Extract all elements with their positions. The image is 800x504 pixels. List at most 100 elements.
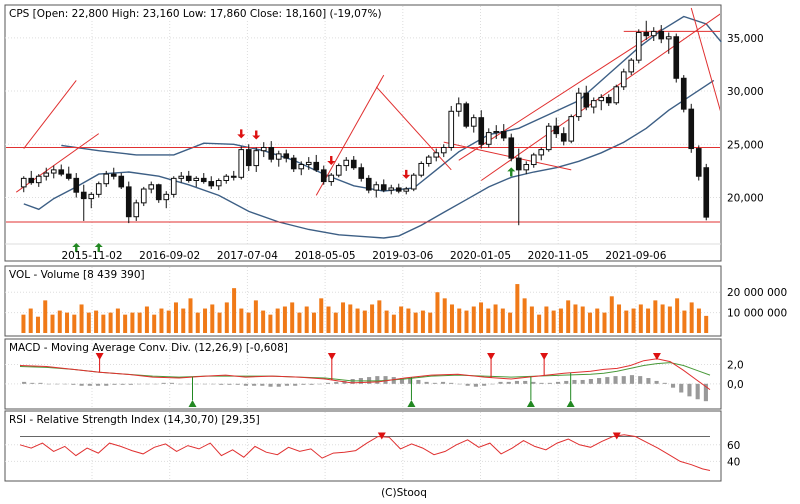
candle-body: [703, 167, 710, 218]
candle-body: [328, 174, 335, 183]
trend-line: [480, 13, 720, 181]
volume-bar: [500, 308, 505, 333]
macd-histogram-bar: [391, 377, 396, 384]
candle-body: [88, 193, 95, 200]
volume-bar: [217, 312, 222, 333]
volume-bar: [166, 310, 171, 333]
volume-bar: [115, 308, 120, 333]
macd-histogram-bar: [210, 383, 216, 385]
candle-body: [650, 30, 657, 37]
macd-panel[interactable]: 0,0 2,0 MACD - Moving Average Conv. Div. …: [4, 338, 744, 410]
candle-body: [508, 137, 515, 159]
volume-bar: [210, 304, 215, 333]
macd-histogram-bar: [580, 379, 585, 384]
volume-panel[interactable]: 10 000 000 20 000 000 VOL - Volume [8 439…: [4, 265, 787, 337]
volume-bar: [290, 302, 295, 333]
price-y-tick-labels: 20,000 25,000 30,000 35,000: [727, 33, 764, 205]
price-y-tick-label: 35,000: [727, 33, 764, 45]
volume-bar: [261, 310, 266, 333]
volume-bar: [377, 300, 382, 333]
candle-body: [35, 175, 42, 184]
candle-body: [268, 146, 275, 160]
macd-histogram-bar: [284, 383, 290, 386]
macd-sell-marker: [327, 353, 336, 360]
macd-histogram-bar: [523, 380, 528, 384]
copyright-footer: (C)Stooq: [381, 487, 427, 499]
macd-histogram-bar: [219, 383, 224, 385]
volume-bar: [370, 304, 375, 333]
macd-histogram-bar: [482, 383, 487, 386]
candle-body: [493, 131, 500, 134]
macd-histogram-bar: [662, 382, 667, 384]
volume-bar: [137, 312, 142, 333]
macd-histogram-bar: [87, 383, 92, 386]
volume-bar: [72, 314, 77, 333]
candle-body: [658, 30, 665, 40]
macd-histogram-bar: [325, 382, 331, 384]
candle-body: [395, 187, 402, 192]
macd-signal-markers: [95, 353, 661, 407]
macd-histogram-bar: [260, 383, 265, 386]
candle-body: [305, 161, 312, 166]
candle-body: [568, 116, 575, 142]
volume-bar: [28, 308, 33, 333]
price-y-tick-label: 30,000: [727, 86, 764, 98]
candle-body: [553, 125, 560, 135]
macd-buy-marker: [188, 400, 197, 407]
macd-signal-line: [19, 362, 711, 382]
volume-bar: [471, 306, 476, 333]
price-signal-markers: [72, 129, 516, 252]
candle-body: [665, 36, 672, 40]
volume-bar: [493, 304, 498, 333]
candle-body: [275, 153, 282, 160]
volume-bar: [304, 306, 309, 333]
macd-histogram-bar: [227, 383, 232, 385]
macd-histogram-bar: [564, 380, 569, 384]
candle-body: [125, 186, 132, 218]
candle-body: [538, 149, 545, 156]
candle-body: [455, 103, 462, 112]
price-panel[interactable]: 20,000 25,000 30,000 35,000 2015-11-02 2016-…: [1, 4, 764, 262]
candle-body: [628, 59, 635, 73]
volume-bar: [479, 302, 484, 333]
price-y-tick-label: 20,000: [727, 193, 764, 205]
buy-signal-arrow: [507, 167, 516, 177]
macd-histogram-bar: [178, 383, 183, 385]
candle-body: [388, 187, 395, 191]
volume-bar: [609, 296, 614, 333]
macd-buy-marker: [407, 400, 416, 407]
candle-body: [478, 117, 485, 145]
volume-y-tick-label: 20 000 000: [727, 287, 787, 299]
volume-bar: [232, 288, 237, 333]
volume-bar: [181, 308, 186, 333]
candle-body: [58, 169, 65, 175]
macd-histogram-bar: [137, 383, 142, 385]
sell-signal-arrow: [252, 130, 261, 140]
candle-body: [238, 149, 245, 178]
candle-body: [133, 202, 140, 218]
macd-histogram-bar: [317, 383, 322, 385]
volume-bar: [355, 308, 360, 333]
volume-bar: [646, 308, 651, 333]
volume-bar: [239, 308, 244, 333]
volume-bar: [101, 314, 106, 333]
macd-histogram-bar: [531, 381, 536, 384]
volume-bar: [35, 316, 40, 333]
macd-y-tick-label: 0,0: [727, 379, 744, 391]
volume-bar: [21, 314, 26, 333]
candle-body: [170, 177, 177, 195]
macd-histogram-bar: [703, 383, 708, 402]
macd-histogram-bar: [128, 383, 133, 385]
macd-sell-marker: [652, 353, 661, 360]
macd-histogram-bar: [243, 383, 248, 386]
macd-histogram-bar: [621, 376, 626, 384]
candle-body: [298, 164, 305, 170]
volume-bar: [86, 312, 91, 333]
volume-bar: [420, 310, 425, 333]
macd-histogram-bar: [465, 383, 470, 386]
macd-histogram-bar: [457, 383, 462, 385]
macd-line: [19, 358, 711, 391]
volume-bar: [195, 312, 200, 333]
